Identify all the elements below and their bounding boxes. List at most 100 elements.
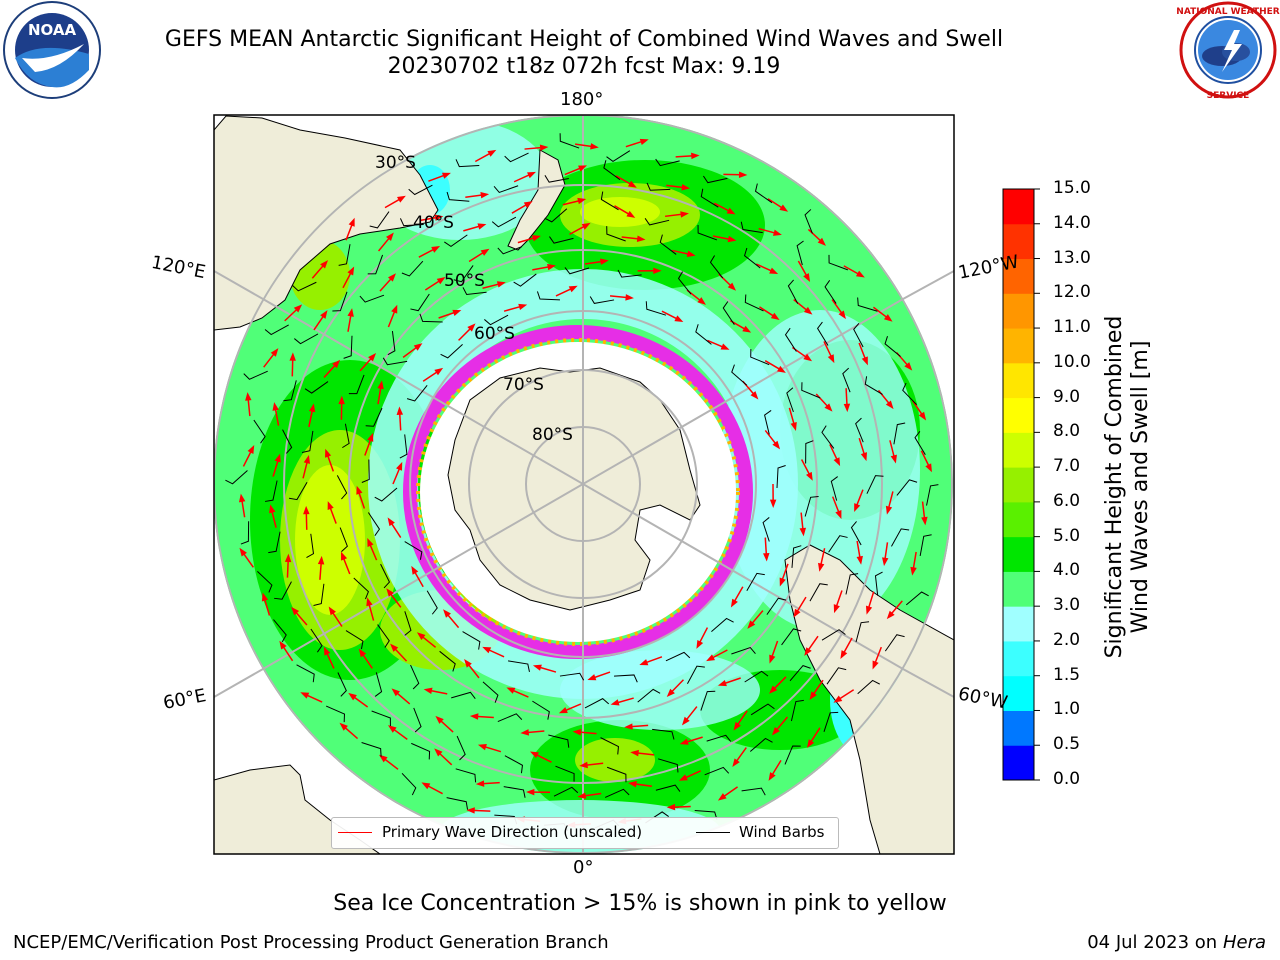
wave-direction-arrow: [815, 393, 829, 408]
footer-credit: NCEP/EMC/Verification Post Processing Pr…: [13, 932, 609, 953]
wave-direction-arrowhead: [558, 707, 568, 714]
wind-barb: [606, 226, 626, 242]
wind-barb: [655, 158, 680, 167]
wave-direction-arrow: [562, 199, 581, 206]
wave-direction-arrow: [428, 174, 446, 182]
wave-direction-arrowhead: [706, 654, 716, 662]
wind-barb: [301, 430, 314, 453]
wave-direction-arrow: [274, 407, 280, 426]
wave-direction-arrow: [383, 757, 399, 770]
wave-direction-arrowhead: [391, 688, 400, 697]
wave-direction-arrow: [921, 501, 926, 520]
wave-direction-arrowhead: [308, 403, 316, 413]
wave-direction-arrowhead: [367, 432, 374, 442]
wind-barb: [332, 291, 348, 312]
wave-direction-arrow: [398, 412, 402, 431]
wave-direction-arrow: [733, 586, 744, 603]
wind-barb: [404, 541, 423, 560]
wave-direction-arrowhead: [423, 687, 433, 695]
wave-direction-arrow: [795, 596, 807, 613]
wave-direction-arrowhead: [865, 605, 873, 615]
wave-direction-arrow: [402, 346, 419, 358]
wave-direction-arrowhead: [809, 691, 817, 701]
wave-direction-arrowhead: [732, 758, 740, 768]
wave-direction-arrowhead: [799, 527, 807, 537]
wave-direction-arrowhead: [581, 222, 591, 230]
wind-barb: [337, 672, 347, 697]
wave-direction-arrowhead: [327, 501, 334, 511]
wind-barb: [382, 357, 408, 366]
wind-barb: [401, 260, 424, 277]
wave-direction-arrow: [513, 173, 531, 183]
wind-barb: [842, 367, 851, 393]
wave-direction-arrow: [614, 205, 631, 216]
wave-direction-legend-label: Primary Wave Direction (unscaled): [382, 823, 643, 841]
wave-direction-arrowhead: [772, 440, 781, 450]
wave-direction-arrowhead: [653, 267, 662, 275]
wind-barb: [439, 650, 456, 672]
colorbar-segment: [1003, 710, 1034, 746]
wave-direction-arrowhead: [338, 395, 345, 405]
wave-direction-arrowhead: [539, 144, 549, 151]
wind-barb: [896, 479, 918, 496]
wave-direction-arrow: [920, 450, 930, 468]
wave-direction-arrow: [438, 751, 453, 766]
noaa-logo: NOAA: [3, 1, 101, 99]
wind-barb: [296, 664, 315, 683]
wind-barb: [453, 265, 474, 283]
wave-direction-arrowhead: [303, 455, 311, 464]
wind-barb: [399, 434, 408, 459]
wind-barb: [706, 734, 732, 742]
wave-direction-arrowhead: [790, 422, 797, 431]
wave-direction-arrow: [481, 781, 500, 785]
wind-barb: [655, 784, 681, 792]
wave-direction-arrowhead: [793, 608, 801, 618]
wave-direction-arrowhead: [572, 729, 582, 736]
wave-direction-arrow: [764, 360, 782, 371]
wave-direction-arrowhead: [726, 207, 736, 215]
wind-barb: [268, 531, 281, 554]
wind-barb: [891, 528, 910, 547]
wave-direction-arrowhead: [386, 232, 394, 241]
wave-direction-arrowhead: [833, 604, 840, 614]
wind-barb: [821, 425, 835, 449]
wave-direction-arrowhead: [466, 807, 475, 814]
wind-barb: [637, 688, 661, 703]
wind-barb: [644, 218, 670, 226]
wave-direction-arrowhead: [803, 273, 811, 282]
wind-barb: [345, 630, 364, 650]
wave-direction-arrow: [343, 726, 359, 740]
wind-barb: [336, 475, 348, 500]
wave-direction-arrowhead: [520, 729, 530, 736]
chart-subtitle: 20230702 t18z 072h fcst Max: 9.19: [387, 54, 781, 79]
wave-direction-arrowhead: [772, 726, 780, 736]
wave-direction-arrowhead: [803, 353, 813, 362]
wind-barb: [646, 182, 671, 191]
wind-barb: [824, 280, 837, 304]
wave-direction-arrow: [764, 430, 777, 446]
wave-direction-arrow: [630, 724, 649, 728]
wind-barb: [902, 382, 917, 406]
wave-direction-arrow: [357, 491, 366, 509]
wave-direction-arrow: [439, 719, 454, 733]
wave-direction-arrowhead: [441, 172, 451, 179]
wind-barb: [462, 631, 481, 650]
wave-direction-arrow: [393, 647, 408, 662]
wind-barb: [600, 191, 619, 211]
wave-direction-arrow: [331, 611, 343, 627]
wind-barb: [462, 287, 487, 296]
lat-label-30s: 30°S: [375, 153, 416, 173]
wave-direction-arrow: [843, 265, 860, 276]
wave-direction-arrowhead: [578, 165, 588, 172]
wave-direction-arrowhead: [769, 654, 776, 664]
wind-barb: [361, 459, 370, 483]
wave-direction-arrowhead: [627, 180, 637, 188]
wave-direction-arrowhead: [769, 685, 778, 694]
wind-barb: [603, 160, 621, 181]
wave-direction-arrowhead: [727, 282, 737, 291]
wind-barb: [369, 211, 390, 229]
wind-barb: [864, 376, 883, 395]
wave-direction-arrowhead: [883, 314, 893, 322]
wind-barb: [801, 382, 821, 399]
wind-barb: [310, 628, 323, 653]
